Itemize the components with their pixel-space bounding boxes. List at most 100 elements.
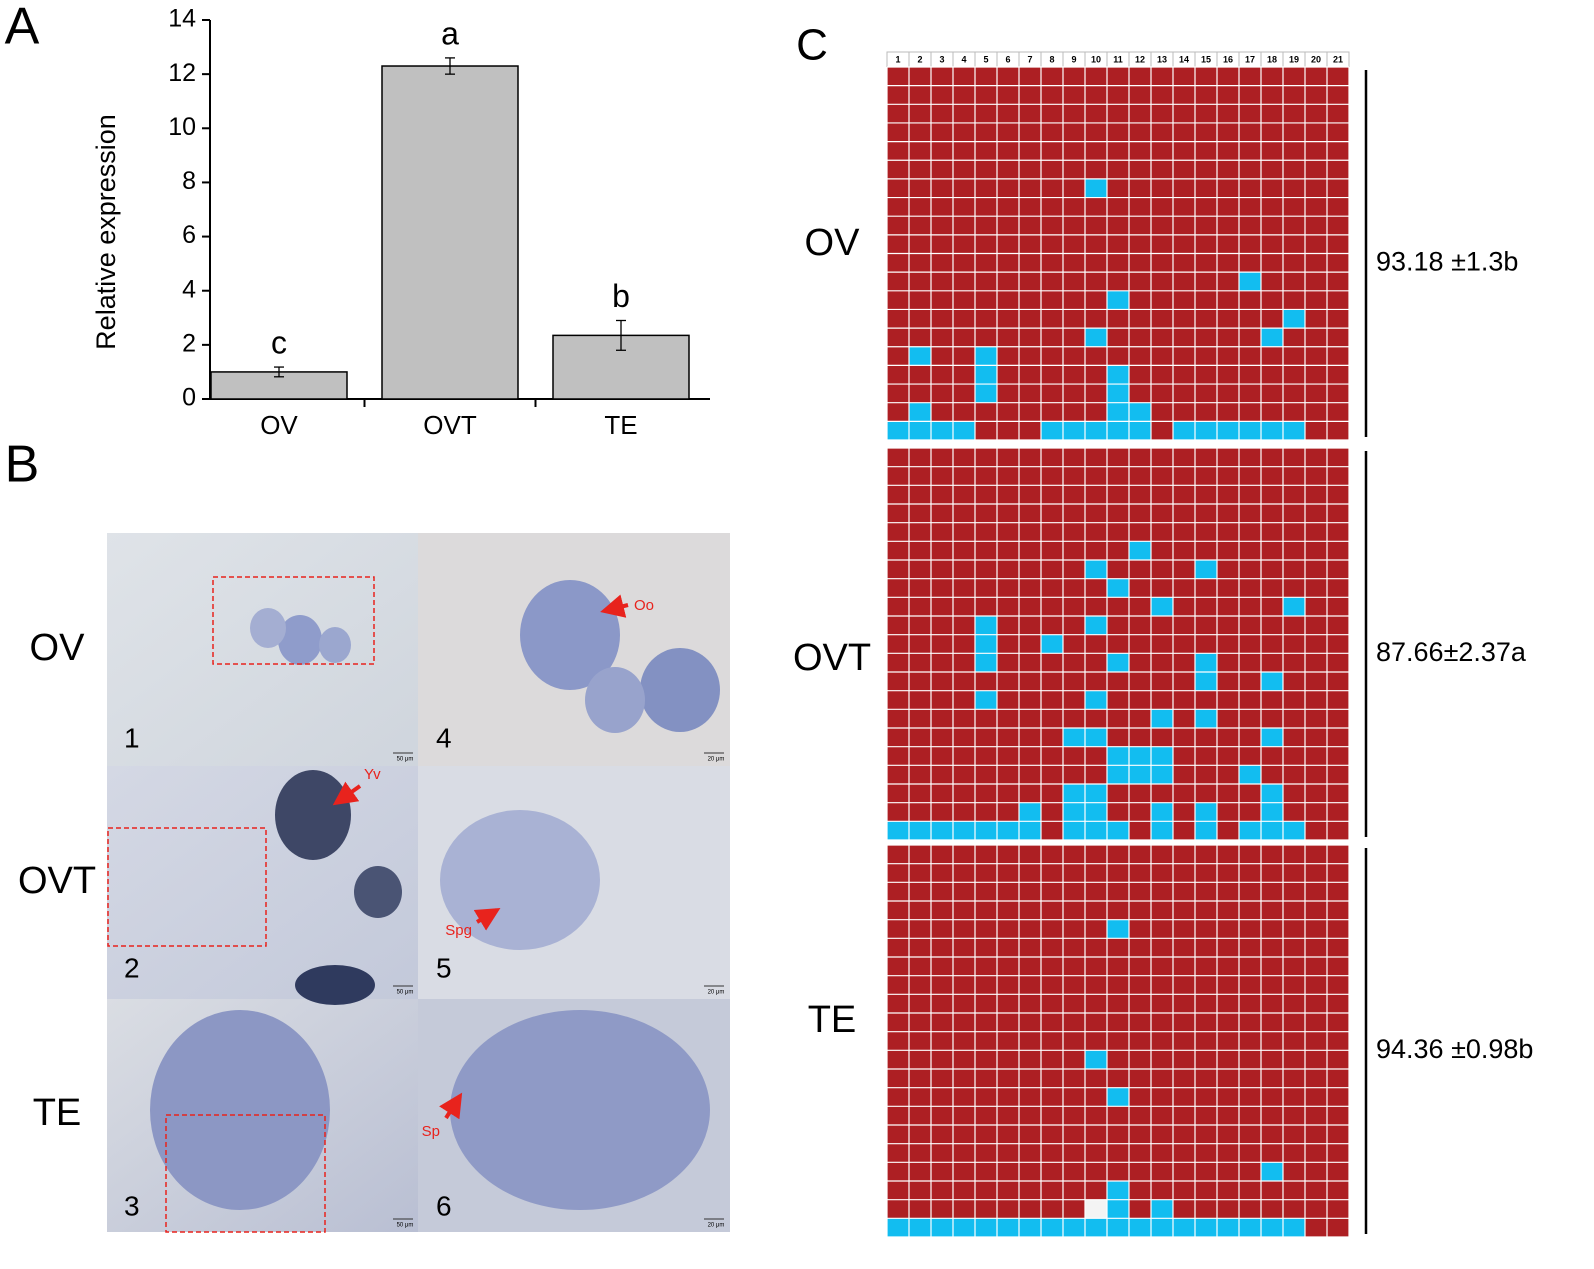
unmethylated-cell [1239, 421, 1261, 440]
panel-letter: B [5, 436, 40, 494]
row-label: OV [30, 627, 86, 669]
unmethylated-cell [975, 634, 997, 654]
tissue [250, 608, 286, 648]
image-number: 2 [124, 952, 140, 983]
arrow-label: Yv [364, 766, 381, 783]
column-number: 2 [917, 54, 922, 64]
unmethylated-cell [1041, 634, 1063, 654]
arrow [473, 907, 501, 931]
column-number: 4 [961, 54, 966, 64]
unmethylated-cell [1085, 1218, 1107, 1237]
unmethylated-cell [1107, 1181, 1129, 1200]
x-tick-label: OV [260, 410, 298, 440]
unmethylated-cell [1107, 1199, 1129, 1219]
scale-label: 50 μm [397, 1223, 414, 1229]
unmethylated-cell [1151, 709, 1173, 728]
tissue [450, 1010, 710, 1210]
significance-letter: b [612, 278, 630, 314]
unmethylated-cell [1063, 728, 1085, 747]
unmethylated-cell [1261, 672, 1283, 691]
y-tick-label: 14 [168, 5, 196, 33]
unmethylated-cell [1107, 1087, 1129, 1107]
unmethylated-cell [1129, 746, 1151, 766]
block-label: TE [808, 999, 857, 1041]
unmethylated-cell [1107, 1218, 1129, 1237]
unmethylated-cell [1283, 1218, 1305, 1237]
unmethylated-cell [1085, 560, 1107, 579]
bar [381, 65, 519, 400]
unmethylated-cell [1195, 1218, 1217, 1237]
unmethylated-cell [1107, 765, 1129, 784]
unmethylated-cell [1085, 616, 1107, 635]
micrographs [107, 533, 730, 1233]
scale-label: 20 μm [708, 1223, 725, 1229]
tissue [585, 667, 645, 733]
column-number: 12 [1135, 54, 1145, 64]
column-number: 10 [1091, 54, 1101, 64]
methylation-value: 93.18 ±1.3b [1376, 247, 1518, 277]
image-number: 5 [436, 952, 452, 983]
unmethylated-cell [909, 346, 931, 366]
unmethylated-cell [1063, 421, 1085, 440]
unmethylated-cell [1283, 309, 1305, 329]
unmethylated-cell [1107, 290, 1129, 310]
column-number: 7 [1027, 54, 1032, 64]
unmethylated-cell [1151, 1218, 1173, 1237]
unmethylated-cell [1107, 365, 1129, 385]
unmethylated-cell [931, 821, 953, 840]
unmethylated-cell [975, 653, 997, 672]
column-number: 5 [983, 54, 988, 64]
unmethylated-cell [887, 1218, 909, 1237]
significance-letter: a [441, 15, 459, 51]
unmethylated-cell [1261, 1162, 1283, 1181]
row-label: OVT [18, 860, 96, 902]
unmethylated-cell [1085, 178, 1107, 198]
unmethylated-cell [1019, 821, 1041, 840]
tissue [640, 648, 720, 732]
unmethylated-cell [1217, 1218, 1239, 1237]
column-number: 18 [1267, 54, 1277, 64]
arrow-label: Spg [445, 922, 472, 939]
arrow-label: Oo [634, 597, 654, 614]
unmethylated-cell [1107, 384, 1129, 403]
unmethylated-cell [1129, 1218, 1151, 1237]
image [107, 533, 418, 766]
column-number: 3 [939, 54, 944, 64]
zoom-box [212, 576, 375, 665]
unmethylated-cell [1195, 709, 1217, 728]
scale-label: 20 μm [708, 757, 725, 763]
tissue [354, 866, 402, 918]
panel-letter: C [796, 21, 828, 70]
y-tick-label: 8 [182, 167, 196, 195]
column-number: 9 [1071, 54, 1076, 64]
unmethylated-cell [1195, 653, 1217, 672]
unmethylated-cell [1085, 328, 1107, 347]
unmethylated-cell [1217, 421, 1239, 440]
image-number: 6 [436, 1190, 452, 1221]
column-number: 6 [1005, 54, 1010, 64]
tissue [278, 615, 322, 665]
unmethylated-cell [1195, 421, 1217, 440]
unmethylated-cell [1107, 821, 1129, 840]
unmethylated-cell [975, 821, 997, 840]
unmethylated-cell [1107, 402, 1129, 422]
arrow [439, 1092, 463, 1120]
unmethylated-cell [931, 1218, 953, 1237]
y-tick-label: 12 [168, 59, 196, 87]
unmethylated-cell [1151, 765, 1173, 784]
unmethylated-cell [1151, 1199, 1173, 1219]
unmethylated-cell [1261, 328, 1283, 347]
unmethylated-cell [1195, 672, 1217, 691]
unmethylated-cell [997, 1218, 1019, 1237]
block-label: OVT [793, 637, 871, 679]
column-number: 11 [1113, 54, 1123, 64]
unmethylated-cell [1063, 821, 1085, 840]
unmethylated-cell [1085, 421, 1107, 440]
methylation-value: 94.36 ±0.98b [1376, 1034, 1533, 1064]
y-tick-label: 6 [182, 221, 196, 249]
unmethylated-cell [1085, 802, 1107, 822]
unmethylated-cell [1129, 765, 1151, 784]
unmethylated-cell [1195, 802, 1217, 822]
image-number: 1 [124, 722, 140, 753]
unmethylated-cell [1129, 402, 1151, 422]
